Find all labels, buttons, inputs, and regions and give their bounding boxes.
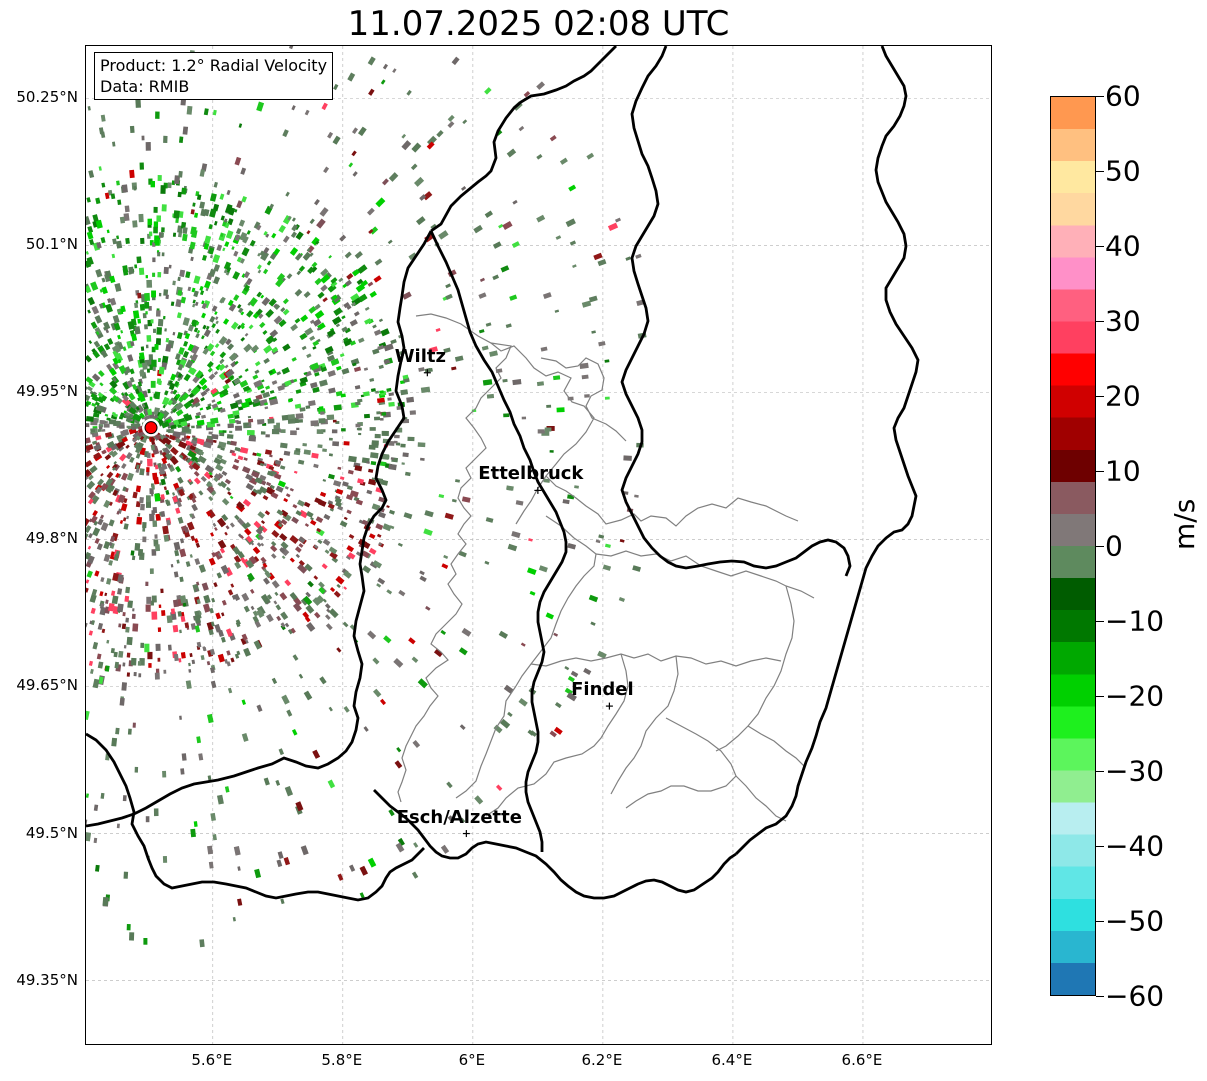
graticule	[86, 46, 991, 1044]
radar-map-canvas	[86, 46, 991, 1044]
city-label: Ettelbruck	[478, 463, 584, 485]
canton-borders	[735, 775, 787, 822]
longitude-tick-label: 5.6°E	[191, 1051, 233, 1069]
colorbar-tick-mark	[1096, 696, 1104, 697]
longitude-tick-label: 6°E	[458, 1051, 486, 1069]
colorbar-tick-mark	[1096, 321, 1104, 322]
city-marker	[423, 369, 431, 377]
canton-borders	[530, 653, 782, 667]
country-border-belgium-luxembourg	[373, 789, 737, 900]
radar-echoes	[86, 46, 647, 948]
latitude-tick-label: 49.5°N	[25, 823, 78, 842]
colorbar-tick-mark	[1096, 96, 1104, 97]
colorbar-tick-label: 40	[1105, 229, 1141, 263]
colorbar-tick-mark	[1096, 921, 1104, 922]
canton-borders	[397, 313, 512, 803]
colorbar-tick-label: −40	[1105, 829, 1165, 863]
product-label: Product: 1.2° Radial Velocity	[100, 56, 328, 75]
longitude-tick-label: 6.6°E	[841, 1051, 883, 1069]
data-source-label: Data: RMIB	[100, 77, 190, 96]
colorbar-tick-mark	[1096, 996, 1104, 997]
colorbar-tick-mark	[1096, 396, 1104, 397]
colorbar-tick-label: −30	[1105, 754, 1165, 788]
latitude-tick-label: 49.8°N	[25, 529, 78, 548]
city-label: Esch/Alzette	[396, 806, 522, 828]
longitude-tick-label: 6.2°E	[581, 1051, 623, 1069]
colorbar-tick-mark	[1096, 771, 1104, 772]
longitude-tick-label: 6.4°E	[711, 1051, 753, 1069]
latitude-tick-label: 49.35°N	[16, 970, 78, 989]
colorbar-tick-mark	[1096, 546, 1104, 547]
colorbar-tick-mark	[1096, 246, 1104, 247]
latitude-tick-label: 50.25°N	[16, 88, 78, 107]
canton-borders	[545, 475, 799, 527]
velocity-colorbar	[1050, 96, 1096, 996]
colorbar-unit-label: m/s	[1168, 498, 1201, 550]
colorbar-tick-label: 30	[1105, 304, 1141, 338]
city-marker	[462, 830, 470, 838]
city-marker	[605, 702, 613, 710]
borders	[86, 46, 920, 902]
radar-location-marker	[144, 421, 158, 435]
colorbar-tick-label: 0	[1105, 529, 1123, 563]
colorbar-tick-mark	[1096, 171, 1104, 172]
colorbar-tick-mark	[1096, 621, 1104, 622]
country-border-luxembourg-west	[429, 230, 568, 852]
country-border-germany	[735, 46, 920, 855]
city-marker	[534, 486, 542, 494]
city-label: Wiltz	[394, 345, 446, 367]
city-label: Findel	[571, 679, 634, 701]
canton-borders	[625, 717, 737, 809]
longitude-tick-label: 5.8°E	[321, 1051, 363, 1069]
colorbar-tick-mark	[1096, 846, 1104, 847]
colorbar-tick-label: −20	[1105, 679, 1165, 713]
canton-borders	[485, 653, 629, 817]
radar-map[interactable]	[85, 45, 992, 1045]
colorbar-tick-label: 50	[1105, 154, 1141, 188]
colorbar-tick-mark	[1096, 471, 1104, 472]
country-border-germany	[600, 46, 617, 62]
canton-borders	[515, 515, 597, 687]
canton-borders	[540, 357, 627, 442]
colorbar-tick-label: −60	[1105, 979, 1165, 1013]
product-info-box: Product: 1.2° Radial Velocity Data: RMIB	[94, 52, 334, 100]
canton-borders	[595, 550, 815, 599]
country-border-germany-inner	[620, 46, 852, 577]
colorbar-tick-label: 20	[1105, 379, 1141, 413]
colorbar-tick-label: −50	[1105, 904, 1165, 938]
colorbar-tick-label: 60	[1105, 79, 1141, 113]
city-markers	[423, 369, 613, 838]
canton-borders	[610, 655, 679, 795]
canton-borders	[715, 585, 795, 752]
colorbar-tick-label: 10	[1105, 454, 1141, 488]
latitude-tick-label: 49.65°N	[16, 676, 78, 695]
country-border-belgium-luxembourg	[430, 60, 602, 233]
country-border-belgium-luxembourg	[86, 230, 433, 828]
colorbar-tick-label: −10	[1105, 604, 1165, 638]
country-border-france	[86, 732, 425, 902]
radar-site	[144, 421, 158, 435]
latitude-tick-label: 50.1°N	[25, 235, 78, 254]
canton-borders	[455, 685, 517, 799]
latitude-tick-label: 49.95°N	[16, 382, 78, 401]
canton-borders	[747, 725, 805, 767]
map-title: 11.07.2025 02:08 UTC	[347, 4, 730, 44]
